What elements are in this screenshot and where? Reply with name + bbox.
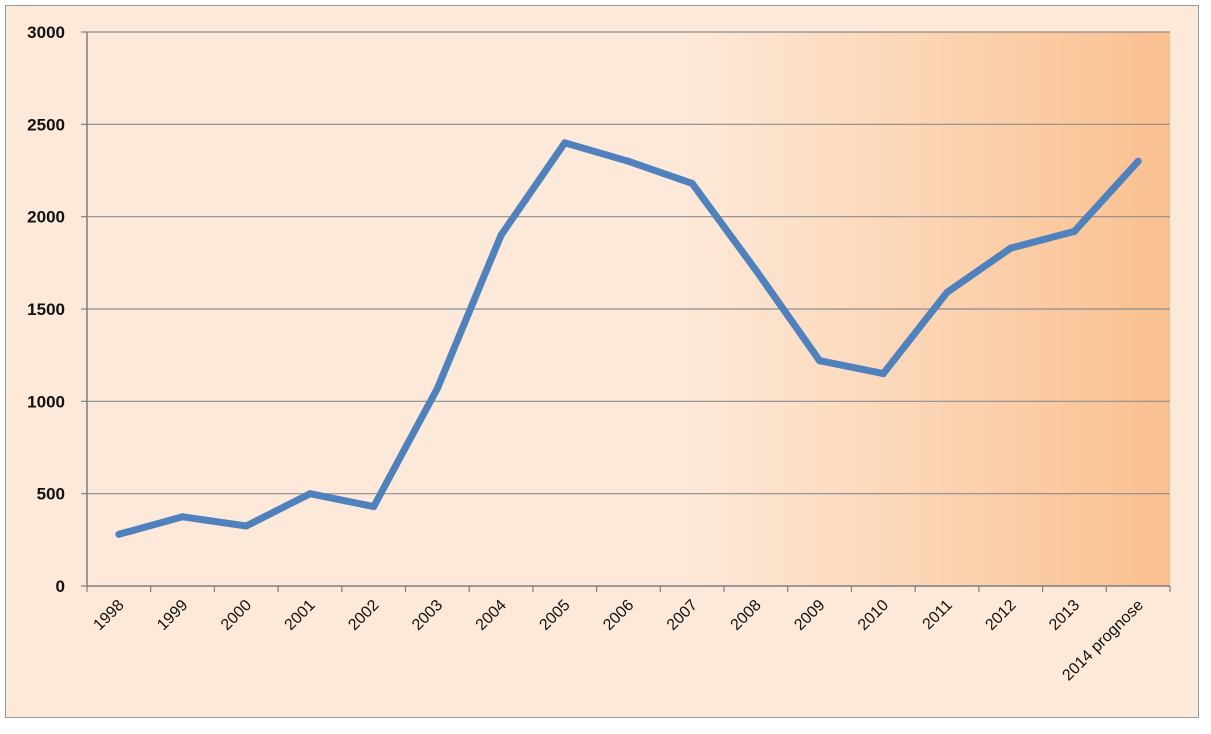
x-tick-label: 2005	[536, 597, 573, 634]
x-tick-label: 2004	[473, 597, 510, 634]
data-point	[561, 139, 569, 147]
series	[115, 139, 1142, 538]
data-point	[752, 266, 760, 274]
data-point	[816, 357, 824, 365]
x-tick-label: 1998	[90, 597, 127, 634]
x-tick-label: 2000	[218, 597, 255, 634]
y-axis-ticks: 0 500 1000 1500 2000 2500 3000	[27, 23, 65, 596]
x-tick-label: 2001	[282, 597, 319, 634]
axes	[86, 32, 1171, 592]
gridlines	[81, 31, 1170, 587]
y-tick-label: 1500	[27, 300, 65, 319]
x-tick-label: 2012	[982, 597, 1019, 634]
y-tick-label: 2000	[27, 208, 65, 227]
x-tick-label: 2008	[728, 597, 765, 634]
x-tick-label: 2002	[345, 597, 382, 634]
x-tick-label: 2011	[920, 597, 956, 633]
data-point	[370, 503, 378, 511]
y-tick-label: 0	[56, 577, 65, 596]
data-point	[1070, 227, 1078, 235]
data-point	[115, 530, 123, 538]
data-point	[306, 490, 314, 498]
data-point	[1134, 157, 1142, 165]
x-tick-label: 2013	[1046, 597, 1083, 634]
x-tick-label: 2006	[600, 597, 637, 634]
data-point	[433, 384, 441, 392]
x-axis-ticks: 1998 1999 2000 2001 2002 2003 2004 2005 2006 2007…	[90, 597, 1147, 685]
data-point	[943, 288, 951, 296]
y-tick-label: 3000	[27, 23, 65, 42]
data-point	[179, 513, 187, 521]
y-tick-label: 2500	[27, 115, 65, 134]
x-tick-label: 2003	[409, 597, 446, 634]
data-point	[625, 157, 632, 165]
data-point	[688, 179, 696, 187]
y-tick-label: 500	[37, 485, 65, 504]
data-point	[1007, 244, 1015, 252]
data-point	[497, 231, 505, 239]
data-point	[242, 522, 250, 530]
data-point	[879, 370, 887, 378]
y-tick-label: 1000	[27, 392, 65, 411]
x-tick-label: 1999	[154, 597, 191, 634]
x-tick-label: 2007	[664, 597, 701, 634]
x-tick-label: 2010	[855, 597, 892, 634]
x-tick-label: 2009	[791, 597, 828, 634]
